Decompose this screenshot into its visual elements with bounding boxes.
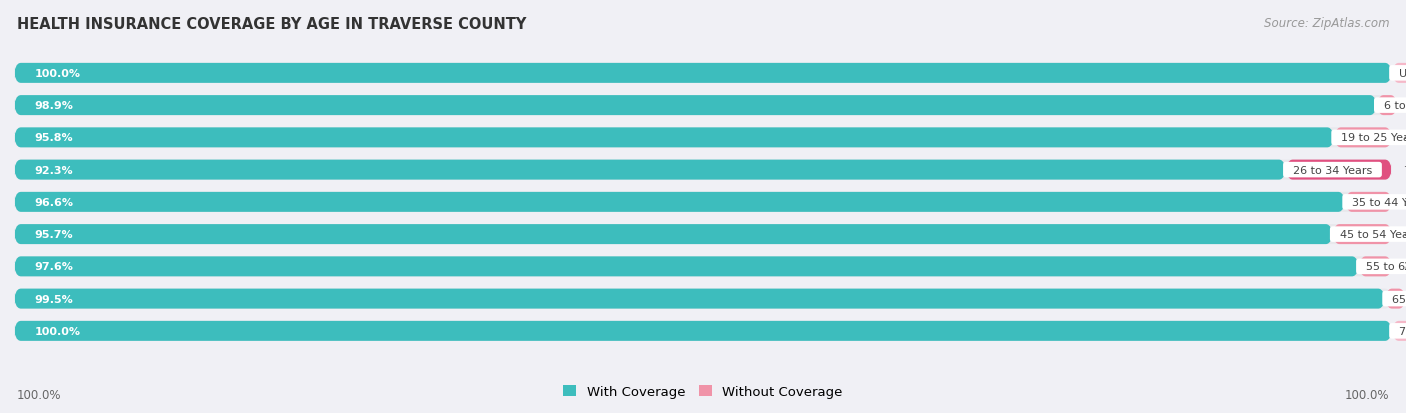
FancyBboxPatch shape — [1376, 96, 1398, 116]
FancyBboxPatch shape — [14, 160, 1286, 180]
FancyBboxPatch shape — [14, 289, 1385, 309]
FancyBboxPatch shape — [1333, 225, 1392, 244]
FancyBboxPatch shape — [14, 64, 1392, 84]
Text: 6 to 18 Years: 6 to 18 Years — [1376, 101, 1406, 111]
FancyBboxPatch shape — [14, 128, 1392, 148]
Text: 4.2%: 4.2% — [1403, 133, 1406, 143]
Text: Source: ZipAtlas.com: Source: ZipAtlas.com — [1264, 17, 1389, 29]
Text: 3.4%: 3.4% — [1403, 197, 1406, 207]
Text: 97.6%: 97.6% — [35, 262, 73, 272]
FancyBboxPatch shape — [1392, 321, 1406, 341]
Text: 100.0%: 100.0% — [1344, 388, 1389, 401]
FancyBboxPatch shape — [14, 257, 1358, 277]
FancyBboxPatch shape — [14, 192, 1392, 212]
Text: 96.6%: 96.6% — [35, 197, 73, 207]
FancyBboxPatch shape — [1385, 289, 1406, 309]
FancyBboxPatch shape — [14, 64, 1392, 84]
Text: 95.7%: 95.7% — [35, 230, 73, 240]
FancyBboxPatch shape — [14, 225, 1333, 244]
Text: Under 6 Years: Under 6 Years — [1392, 69, 1406, 78]
FancyBboxPatch shape — [1358, 257, 1392, 277]
Text: 4.3%: 4.3% — [1403, 230, 1406, 240]
Text: 100.0%: 100.0% — [35, 326, 80, 336]
Text: 7.7%: 7.7% — [1403, 165, 1406, 175]
Text: 100.0%: 100.0% — [17, 388, 62, 401]
FancyBboxPatch shape — [14, 192, 1346, 212]
Text: 35 to 44 Years: 35 to 44 Years — [1346, 197, 1406, 207]
FancyBboxPatch shape — [1346, 192, 1392, 212]
Text: 75 Years and older: 75 Years and older — [1392, 326, 1406, 336]
Text: 45 to 54 Years: 45 to 54 Years — [1333, 230, 1406, 240]
FancyBboxPatch shape — [1334, 128, 1392, 148]
Text: HEALTH INSURANCE COVERAGE BY AGE IN TRAVERSE COUNTY: HEALTH INSURANCE COVERAGE BY AGE IN TRAV… — [17, 17, 526, 31]
Text: 98.9%: 98.9% — [35, 101, 73, 111]
Text: 2.4%: 2.4% — [1403, 262, 1406, 272]
Text: 19 to 25 Years: 19 to 25 Years — [1334, 133, 1406, 143]
Legend: With Coverage, Without Coverage: With Coverage, Without Coverage — [558, 380, 848, 404]
Text: 55 to 64 Years: 55 to 64 Years — [1358, 262, 1406, 272]
Text: 92.3%: 92.3% — [35, 165, 73, 175]
FancyBboxPatch shape — [14, 321, 1392, 341]
FancyBboxPatch shape — [14, 321, 1392, 341]
FancyBboxPatch shape — [1286, 160, 1392, 180]
FancyBboxPatch shape — [14, 128, 1334, 148]
FancyBboxPatch shape — [14, 225, 1392, 244]
FancyBboxPatch shape — [14, 160, 1392, 180]
Text: 95.8%: 95.8% — [35, 133, 73, 143]
Text: 100.0%: 100.0% — [35, 69, 80, 78]
Text: 65 to 74 Years: 65 to 74 Years — [1385, 294, 1406, 304]
FancyBboxPatch shape — [1392, 64, 1406, 84]
Text: 99.5%: 99.5% — [35, 294, 73, 304]
FancyBboxPatch shape — [14, 96, 1376, 116]
FancyBboxPatch shape — [14, 96, 1392, 116]
FancyBboxPatch shape — [14, 289, 1392, 309]
FancyBboxPatch shape — [14, 257, 1392, 277]
Text: 26 to 34 Years: 26 to 34 Years — [1286, 165, 1379, 175]
